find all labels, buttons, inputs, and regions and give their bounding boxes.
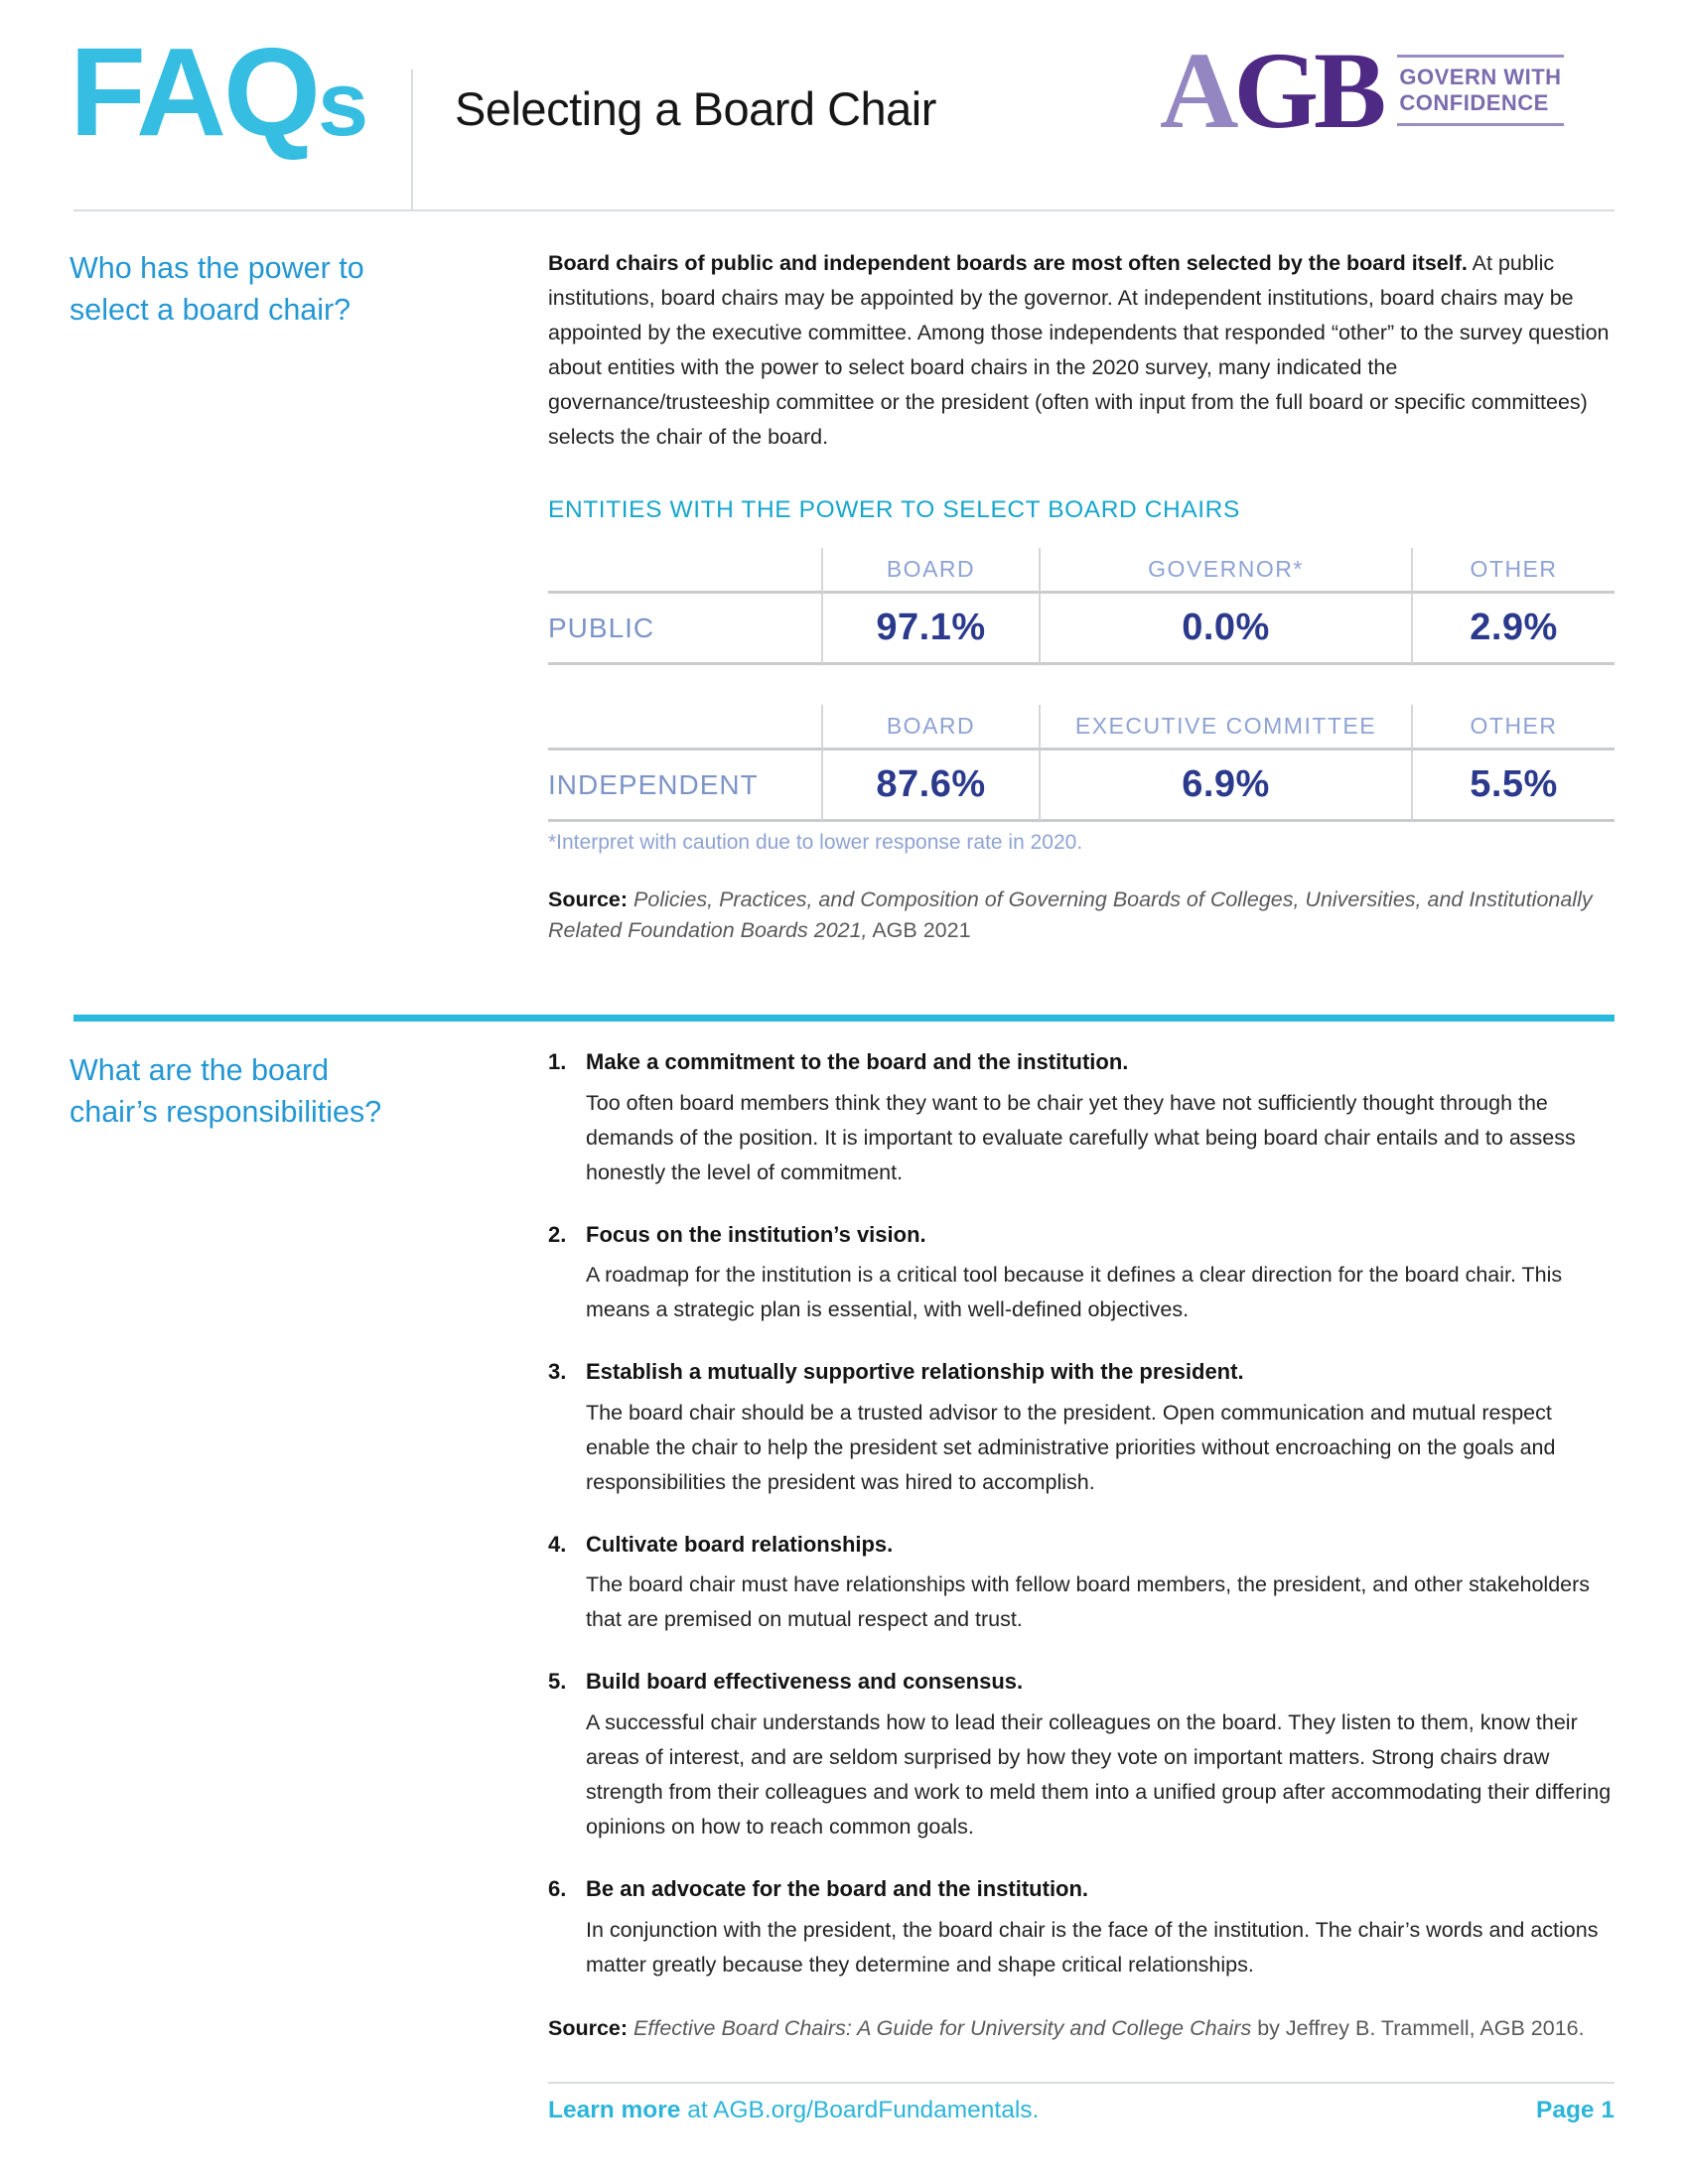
section1-source: Source: Policies, Practices, and Composi… xyxy=(548,885,1615,946)
public-table-header-other: OTHER xyxy=(1413,548,1615,594)
independent-table-corner-cell xyxy=(548,705,823,751)
footer-rule xyxy=(548,2082,1615,2084)
independent-table: BOARD EXECUTIVE COMMITTEE OTHER INDEPEND… xyxy=(548,705,1615,822)
agb-letters-gb: GB xyxy=(1233,30,1386,151)
list-item-4-title: Cultivate board relationships. xyxy=(586,1531,894,1557)
section1-heading: Who has the power to select a board chai… xyxy=(70,251,364,327)
independent-table-header-board: BOARD xyxy=(823,705,1041,751)
list-item-4-head: 4. Cultivate board relationships. xyxy=(548,1531,1615,1560)
agb-logo: AGB GOVERN WITH CONFIDENCE xyxy=(1160,36,1564,145)
list-item-2-head: 2. Focus on the institution’s vision. xyxy=(548,1221,1615,1250)
header-rule xyxy=(73,209,1615,211)
independent-table-value-other: 5.5% xyxy=(1413,751,1615,822)
list-item-3-title: Establish a mutually supportive relation… xyxy=(586,1359,1244,1385)
list-item-1-number: 1. xyxy=(548,1049,567,1074)
list-item-3-body: The board chair should be a trusted advi… xyxy=(586,1400,1556,1494)
faqs-logo-small: s xyxy=(318,54,368,155)
list-item-3-number: 3. xyxy=(548,1359,567,1385)
agb-tagline-line1: GOVERN WITH xyxy=(1399,64,1562,89)
independent-table-header-exec: EXECUTIVE COMMITTEE xyxy=(1041,705,1413,751)
public-table-value-board: 97.1% xyxy=(823,594,1041,665)
independent-table-header-other: OTHER xyxy=(1413,705,1615,751)
list-item-6-body: In conjunction with the president, the b… xyxy=(586,1917,1599,1977)
public-table-row-label: PUBLIC xyxy=(548,594,823,665)
source2-label: Source: xyxy=(548,2015,629,2040)
list-item-1: 1. Make a commitment to the board and the… xyxy=(548,1048,1615,1190)
independent-table-value-exec: 6.9% xyxy=(1041,751,1413,822)
intro-paragraph: Board chairs of public and independent b… xyxy=(548,246,1615,455)
agb-tagline: GOVERN WITH CONFIDENCE xyxy=(1397,54,1564,127)
agb-wordmark: AGB xyxy=(1160,36,1386,145)
list-item-2: 2. Focus on the institution’s vision. A r… xyxy=(548,1221,1615,1328)
public-table-header-governor: GOVERNOR* xyxy=(1041,548,1413,594)
section-divider xyxy=(73,1015,1615,1022)
table-title: ENTITIES WITH THE POWER TO SELECT BOARD … xyxy=(548,496,1240,523)
public-table: BOARD GOVERNOR* OTHER PUBLIC 97.1% 0.0% … xyxy=(548,548,1615,665)
agb-letter-a: A xyxy=(1160,30,1238,151)
source2-rest: by Jeffrey B. Trammell, AGB 2016. xyxy=(1251,2015,1585,2040)
list-item-4: 4. Cultivate board relationships. The boa… xyxy=(548,1531,1615,1638)
independent-table-row-label: INDEPENDENT xyxy=(548,751,823,822)
list-item-6: 6. Be an advocate for the board and the i… xyxy=(548,1875,1615,1982)
list-item-6-number: 6. xyxy=(548,1875,567,1901)
public-table-value-other: 2.9% xyxy=(1413,594,1615,665)
intro-rest: At public institutions, board chairs may… xyxy=(548,251,1610,449)
public-table-value-governor: 0.0% xyxy=(1041,594,1413,665)
list-item-1-body: Too often board members think they want … xyxy=(586,1090,1576,1184)
source2-title-italic: Effective Board Chairs: A Guide for Univ… xyxy=(628,2015,1252,2040)
section1-content: Board chairs of public and independent b… xyxy=(548,246,1615,946)
page-number: Page 1 xyxy=(1536,2097,1615,2123)
source-title-italic: Policies, Practices, and Composition of … xyxy=(548,887,1593,942)
independent-table-value-board: 87.6% xyxy=(823,751,1041,822)
public-table-header-board: BOARD xyxy=(823,548,1041,594)
list-item-5-title: Build board effectiveness and consensus. xyxy=(586,1669,1024,1695)
list-item-5: 5. Build board effectiveness and consensu… xyxy=(548,1668,1615,1844)
header-vertical-divider xyxy=(411,69,413,211)
source-rest: AGB 2021 xyxy=(867,918,971,942)
list-item-2-body: A roadmap for the institution is a criti… xyxy=(586,1263,1563,1322)
learn-more-bold: Learn more xyxy=(548,2097,681,2123)
list-item-2-title: Focus on the institution’s vision. xyxy=(586,1221,926,1247)
agb-tagline-line2: CONFIDENCE xyxy=(1399,90,1549,115)
section2-source: Source: Effective Board Chairs: A Guide … xyxy=(548,2013,1615,2044)
learn-more-link[interactable]: at AGB.org/BoardFundamentals. xyxy=(680,2097,1040,2123)
list-item-1-title: Make a commitment to the board and the i… xyxy=(586,1049,1129,1074)
list-item-5-number: 5. xyxy=(548,1669,567,1695)
faqs-logo-big: FAQ xyxy=(70,22,321,162)
table-footnote: *Interpret with caution due to lower res… xyxy=(548,831,1083,854)
section2-heading: What are the board chair’s responsibilit… xyxy=(70,1053,382,1129)
list-item-4-body: The board chair must have relationships … xyxy=(586,1572,1591,1632)
list-item-6-head: 6. Be an advocate for the board and the i… xyxy=(548,1875,1615,1904)
footer: Learn more at AGB.org/BoardFundamentals.… xyxy=(548,2097,1615,2124)
public-table-corner-cell xyxy=(548,548,823,594)
faqs-logo: FAQs xyxy=(70,30,368,155)
list-item-5-body: A successful chair understands how to le… xyxy=(586,1709,1612,1839)
list-item-3: 3. Establish a mutually supportive relati… xyxy=(548,1358,1615,1500)
list-item-3-head: 3. Establish a mutually supportive relati… xyxy=(548,1358,1615,1387)
section2-content: 1. Make a commitment to the board and the… xyxy=(548,1048,1615,2044)
intro-bold-lead: Board chairs of public and independent b… xyxy=(548,251,1468,275)
list-item-5-head: 5. Build board effectiveness and consensu… xyxy=(548,1668,1615,1697)
list-item-1-head: 1. Make a commitment to the board and the… xyxy=(548,1048,1615,1077)
list-item-4-number: 4. xyxy=(548,1531,567,1557)
list-item-6-title: Be an advocate for the board and the ins… xyxy=(586,1875,1089,1901)
source-label: Source: xyxy=(548,887,629,911)
document-title: Selecting a Board Chair xyxy=(455,82,936,135)
learn-more-text: Learn more at AGB.org/BoardFundamentals. xyxy=(548,2097,1039,2124)
list-item-2-number: 2. xyxy=(548,1221,567,1247)
